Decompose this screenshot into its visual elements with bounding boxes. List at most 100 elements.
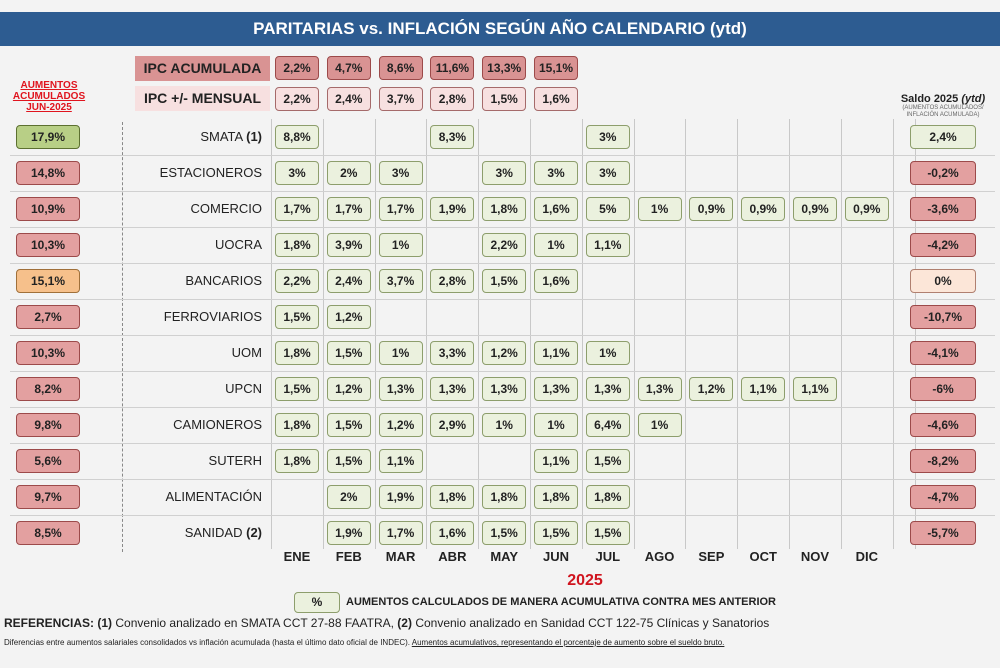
increase-cell: 1,7%: [326, 197, 371, 221]
month-label: OCT: [749, 549, 777, 564]
increase-cell: 8,8%: [275, 125, 319, 149]
increase-cell: 1,5%: [326, 341, 371, 365]
increase-cell: 1,5%: [585, 449, 630, 473]
footnote: Diferencias entre aumentos salariales co…: [4, 638, 724, 647]
increase-cell: 1%: [378, 233, 423, 257]
month-label: NOV: [800, 549, 830, 564]
ref1-number: (1): [97, 616, 113, 630]
increase-cell: 1,3%: [637, 377, 682, 401]
increase-cell: 2,8%: [430, 269, 475, 293]
increase-cell: 2%: [326, 485, 371, 509]
legend-swatch: %: [294, 592, 340, 613]
union-name: SANIDAD: [184, 525, 243, 540]
increase-cell: 3%: [482, 161, 527, 185]
ipc-acumulada-label: IPC ACUMULADA: [135, 56, 270, 81]
union-name: ESTACIONEROS: [159, 165, 262, 180]
acumulado-badge: 14,8%: [16, 161, 80, 185]
increase-cell: 1,7%: [378, 197, 423, 221]
ipc-mensual-cell: 2,4%: [326, 87, 371, 111]
footnote-text: Diferencias entre aumentos salariales co…: [4, 638, 410, 647]
union-label: COMERCIO: [62, 201, 263, 216]
left-header-line: ACUMULADOS: [12, 91, 86, 102]
page-title: PARITARIAS vs. INFLACIÓN SEGÚN AÑO CALEN…: [0, 12, 1000, 46]
increase-cell: 1,6%: [534, 197, 578, 221]
ipc-acumulada-cell: 15,1%: [534, 56, 578, 80]
increase-cell: 1%: [378, 341, 423, 365]
increase-cell: 1,8%: [275, 413, 319, 437]
increase-cell: 1,7%: [275, 197, 319, 221]
row-divider: [10, 263, 995, 264]
acumulado-badge: 8,5%: [16, 521, 80, 545]
column-divider: [530, 119, 531, 549]
column-divider: [685, 119, 687, 549]
references: REFERENCIAS: (1) Convenio analizado en S…: [4, 616, 769, 630]
row-divider: [10, 443, 995, 444]
ref2-number: (2): [397, 616, 412, 630]
month-label: JUL: [595, 549, 621, 564]
column-divider: [892, 119, 894, 549]
increase-cell: 2,4%: [326, 269, 371, 293]
increase-cell: 1,9%: [378, 485, 423, 509]
union-label: SANIDAD (2): [62, 525, 262, 540]
increase-cell: 1,8%: [585, 485, 630, 509]
left-header: AUMENTOS ACUMULADOS JUN-2025: [10, 80, 88, 113]
increase-cell: 1,3%: [378, 377, 423, 401]
acumulado-badge: 2,7%: [16, 305, 80, 329]
increase-cell: 1,6%: [534, 269, 578, 293]
saldo-badge: -4,2%: [910, 233, 976, 257]
saldo-badge: -5,7%: [910, 521, 976, 545]
increase-cell: 1,5%: [275, 377, 319, 401]
ipc-acumulada-cell: 4,7%: [326, 56, 371, 80]
increase-cell: 1,5%: [275, 305, 319, 329]
acumulado-badge: 10,3%: [16, 233, 80, 257]
increase-cell: 8,3%: [430, 125, 475, 149]
increase-cell: 1,9%: [430, 197, 475, 221]
saldo-subtitle: INFLACIÓN ACUMULADA): [906, 112, 980, 118]
acumulado-badge: 10,3%: [16, 341, 80, 365]
increase-cell: 1,5%: [534, 521, 578, 545]
ipc-mensual-cell: 3,7%: [378, 87, 423, 111]
increase-cell: 1,8%: [430, 485, 475, 509]
saldo-badge: -4,7%: [910, 485, 976, 509]
increase-cell: 1,2%: [378, 413, 423, 437]
increase-cell: 1,8%: [275, 341, 319, 365]
union-label: ALIMENTACIÓN: [62, 489, 262, 504]
union-name: UOCRA: [215, 237, 262, 252]
increase-cell: 3,7%: [378, 269, 423, 293]
acumulado-badge: 9,8%: [16, 413, 80, 437]
union-name: ALIMENTACIÓN: [165, 489, 262, 504]
ipc-acumulada-cell: 11,6%: [430, 56, 475, 80]
union-label: ESTACIONEROS: [62, 165, 262, 180]
increase-cell: 1,3%: [585, 377, 630, 401]
increase-cell: 1,1%: [378, 449, 423, 473]
union-reference: (2): [246, 525, 262, 540]
union-name: UPCN: [225, 381, 262, 396]
month-label: FEB: [335, 549, 362, 564]
saldo-title-suffix: (ytd): [961, 93, 986, 105]
saldo-badge: -4,1%: [910, 341, 976, 365]
increase-cell: 1,1%: [741, 377, 786, 401]
increase-cell: 3%: [534, 161, 578, 185]
increase-cell: 1,8%: [534, 485, 578, 509]
union-name: COMERCIO: [190, 201, 263, 216]
union-label: SMATA (1): [62, 129, 262, 144]
increase-cell: 1,5%: [326, 413, 371, 437]
increase-cell: 3%: [275, 161, 319, 185]
increase-cell: 3,9%: [326, 233, 371, 257]
ipc-mensual-cell: 2,2%: [275, 87, 319, 111]
column-divider: [737, 119, 739, 549]
increase-cell: 1,6%: [430, 521, 475, 545]
references-label: REFERENCIAS:: [4, 616, 95, 630]
increase-cell: 1,5%: [585, 521, 630, 545]
increase-cell: 1,5%: [482, 521, 527, 545]
ipc-mensual-cell: 1,6%: [534, 87, 578, 111]
increase-cell: 3%: [378, 161, 423, 185]
increase-cell: 0,9%: [741, 197, 786, 221]
month-label: AGO: [644, 549, 675, 564]
year-label: 2025: [567, 572, 603, 589]
column-divider: [478, 119, 480, 549]
increase-cell: 3%: [585, 161, 630, 185]
acumulado-badge: 17,9%: [16, 125, 80, 149]
increase-cell: 1%: [637, 413, 682, 437]
column-divider: [840, 119, 842, 549]
